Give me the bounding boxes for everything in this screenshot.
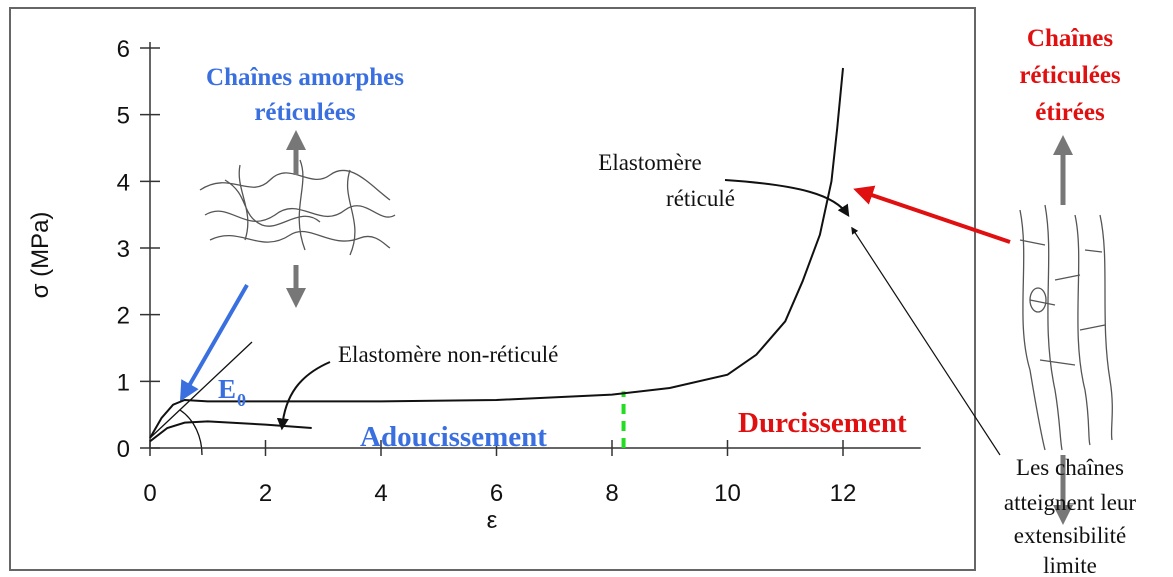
x-tick-label: 0 (143, 480, 156, 507)
y-tick-label: 0 (117, 436, 130, 463)
x-axis-label: ε (487, 507, 498, 534)
limit-arrow (851, 226, 1001, 456)
y-tick-label: 6 (117, 36, 130, 63)
annotation: Elastomère non-réticulé (338, 342, 558, 367)
annotation: Elastomère (598, 150, 701, 175)
x-tick-label: 4 (374, 480, 387, 507)
annotation: réticulées (254, 99, 356, 126)
y-tick-label: 2 (117, 303, 130, 330)
annotation: Chaînes amorphes (206, 64, 404, 91)
hardening-label: Durcissement (738, 407, 907, 439)
gray-arrows (286, 130, 1073, 525)
x-tick-label: 10 (714, 480, 741, 507)
y-tick-label: 3 (117, 236, 130, 263)
y-axis-label: σ (MPa) (27, 212, 54, 299)
annotation: atteignent leur (1004, 490, 1137, 515)
uncrosslinked-arrow (276, 361, 331, 431)
modulus-subscript: 0 (237, 390, 246, 410)
annotation: Chaînes (1027, 25, 1113, 52)
blue-arrow (180, 284, 249, 402)
frame (9, 7, 976, 571)
y-tick-label: 1 (117, 369, 130, 396)
annotation: étirées (1035, 99, 1105, 126)
curve (149, 420, 312, 443)
softening-label: Adoucissement (360, 421, 547, 453)
annotation: Les chaînes (1016, 455, 1124, 480)
crosslinked-arrow (724, 179, 850, 218)
angle-arc (179, 409, 203, 456)
x-tick-label: 12 (830, 480, 857, 507)
modulus-label: E (218, 374, 236, 404)
stretched-chains (1019, 204, 1113, 451)
annotation: extensibilité (1014, 523, 1126, 548)
annotation: réticulées (1019, 62, 1121, 89)
red-arrow (853, 185, 1011, 244)
y-tick-label: 4 (117, 169, 130, 196)
annotation: limite (1043, 553, 1097, 577)
curve (149, 67, 844, 439)
tangent-line (149, 341, 253, 439)
x-tick-label: 8 (605, 480, 618, 507)
x-tick-label: 2 (259, 480, 272, 507)
y-tick-label: 5 (117, 103, 130, 130)
annotation: réticulé (666, 186, 735, 211)
x-tick-label: 6 (490, 480, 503, 507)
